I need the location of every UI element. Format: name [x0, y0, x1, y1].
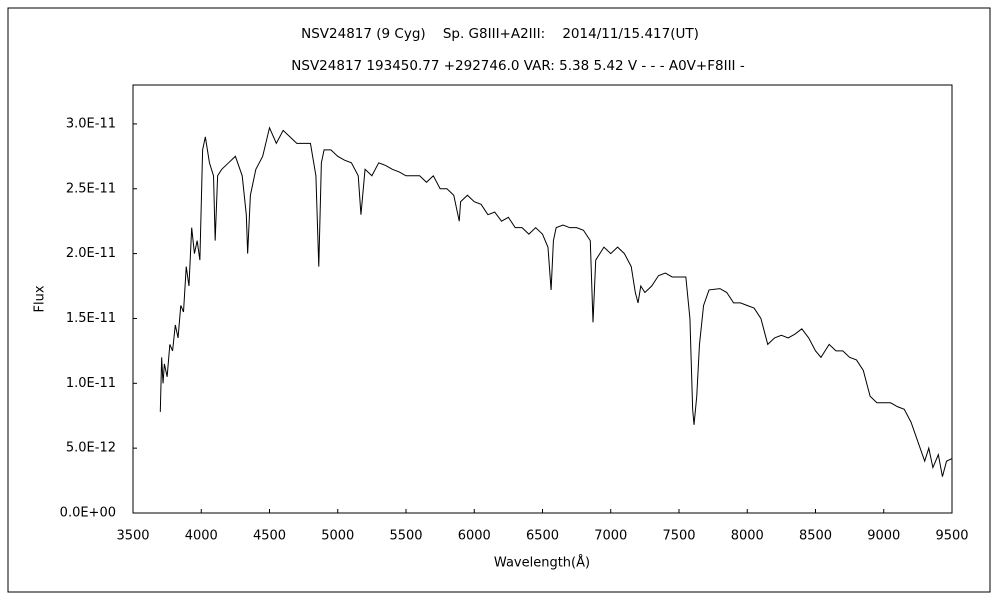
y-tick-label: 2.0E-11 — [66, 246, 116, 261]
chart-title: NSV24817 (9 Cyg) Sp. G8III+A2III: 2014/1… — [301, 26, 699, 42]
x-tick-label: 6500 — [526, 529, 559, 544]
x-tick-label: 3500 — [116, 529, 149, 544]
y-tick-label: 1.5E-11 — [66, 311, 116, 326]
y-tick-label: 0.0E+00 — [60, 506, 116, 521]
chart-subtitle: NSV24817 193450.77 +292746.0 VAR: 5.38 5… — [291, 58, 745, 74]
x-tick-label: 4500 — [253, 529, 286, 544]
outer-frame — [7, 7, 991, 593]
x-tick-label: 7000 — [594, 529, 627, 544]
x-tick-label: 8000 — [731, 529, 764, 544]
plot-frame — [132, 84, 953, 514]
x-tick-label: 8500 — [799, 529, 832, 544]
x-tick-label: 4000 — [185, 529, 218, 544]
x-tick-label: 5000 — [321, 529, 354, 544]
y-tick-label: 1.0E-11 — [66, 376, 116, 391]
x-tick-label: 6000 — [458, 529, 491, 544]
y-tick-label: 5.0E-12 — [66, 441, 116, 456]
x-tick-label: 9500 — [935, 529, 968, 544]
x-tick-label: 9000 — [867, 529, 900, 544]
x-tick-label: 7500 — [662, 529, 695, 544]
x-axis-label: Wavelength(Å) — [494, 555, 590, 571]
y-tick-label: 2.5E-11 — [66, 181, 116, 196]
y-tick-label: 3.0E-11 — [66, 116, 116, 131]
x-tick-label: 5500 — [389, 529, 422, 544]
spectrum-line — [159, 126, 953, 477]
y-axis-label: Flux — [33, 285, 48, 312]
